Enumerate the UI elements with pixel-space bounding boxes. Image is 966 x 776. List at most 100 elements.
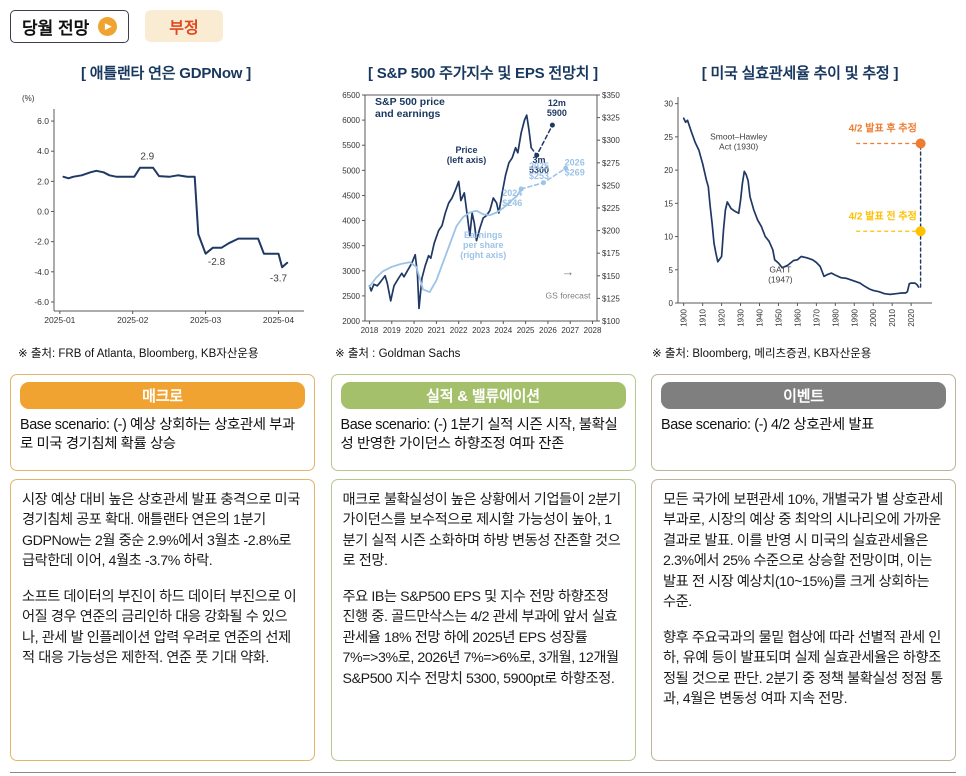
valuation-body-box: 매크로 불확실성이 높은 상황에서 기업들이 2분기 가이던스를 보수적으로 제… — [330, 479, 636, 761]
svg-text:25: 25 — [664, 133, 673, 142]
svg-text:$100: $100 — [602, 317, 620, 326]
svg-text:→: → — [562, 264, 575, 279]
svg-text:-3.7: -3.7 — [270, 274, 288, 285]
svg-text:1920: 1920 — [718, 308, 727, 326]
svg-text:-6.0: -6.0 — [34, 297, 49, 307]
svg-text:5500: 5500 — [342, 141, 360, 150]
svg-text:20: 20 — [664, 166, 673, 175]
analysis-paragraph: 시장 예상 대비 높은 상호관세 발표 충격으로 미국 경기침체 공포 확대. … — [22, 492, 300, 570]
chart-source: ※ 출처: FRB of Atlanta, Bloomberg, KB자산운용 — [18, 348, 259, 360]
svg-text:2027: 2027 — [561, 326, 579, 335]
chart-source: ※ 출처: Bloomberg, 메리츠증권, KB자산운용 — [652, 348, 872, 360]
svg-text:4/2 발표 전 추정: 4/2 발표 전 추정 — [849, 209, 917, 222]
svg-text:2025: 2025 — [517, 326, 535, 335]
svg-text:2025$253: 2025 $253 — [529, 161, 549, 181]
svg-text:2000: 2000 — [342, 317, 360, 326]
svg-text:2020: 2020 — [405, 326, 423, 335]
svg-text:2.9: 2.9 — [140, 152, 154, 163]
svg-text:(%): (%) — [22, 94, 35, 103]
macro-body-box: 시장 예상 대비 높은 상호관세 발표 충격으로 미국 경기침체 공포 확대. … — [10, 479, 315, 761]
tariff-chart-block: [ 미국 실효관세율 추이 및 추정 ] 0 5 10 15 20 25 30 1900 191… — [644, 54, 956, 361]
event-base-box: 이벤트 Base scenario: (-) 4/2 상호관세 발표 — [651, 374, 956, 471]
play-arrow-icon: ▶ — [98, 16, 118, 36]
gdpnow-chart: 6.0 4.0 2.0 0.0 -2.0 -4.0 -6.0 2025-01 2025-02 20… — [22, 94, 304, 325]
svg-text:$350: $350 — [602, 91, 620, 100]
topbar: 당월 전망 ▶ 부정 — [10, 8, 956, 44]
svg-text:-2.8: -2.8 — [208, 257, 226, 268]
sp500-chart: 2000 2500 3000 3500 4000 4500 5000 5500 6000 6500… — [342, 91, 620, 335]
svg-text:-4.0: -4.0 — [34, 267, 49, 277]
analysis-row: 매크로 Base scenario: (-) 예상 상회하는 상호관세 부과로 … — [10, 374, 956, 761]
svg-text:2024: 2024 — [494, 326, 512, 335]
svg-text:$300: $300 — [602, 136, 620, 145]
svg-text:4500: 4500 — [342, 191, 360, 200]
svg-text:1910: 1910 — [699, 308, 708, 326]
svg-text:0: 0 — [669, 299, 674, 308]
svg-text:2020: 2020 — [907, 308, 916, 326]
analysis-paragraph: 매크로 불확실성이 높은 상황에서 기업들이 2분기 가이던스를 보수적으로 제… — [342, 492, 622, 570]
analysis-paragraph: 주요 IB는 S&P500 EPS 및 지수 전망 하향조정 진행 중. 골드만… — [342, 588, 620, 687]
svg-text:2500: 2500 — [342, 292, 360, 301]
svg-text:2026: 2026 — [539, 326, 557, 335]
svg-text:2025-02: 2025-02 — [117, 315, 148, 325]
svg-text:5: 5 — [669, 266, 674, 275]
chart-title: [ 미국 실효관세율 추이 및 추정 ] — [701, 65, 899, 82]
svg-text:1970: 1970 — [812, 308, 821, 326]
svg-text:4/2 발표 후 추정: 4/2 발표 후 추정 — [849, 122, 917, 135]
tariff-chart: 0 5 10 15 20 25 30 1900 1910 1920 1930 1940 1950 1960… — [664, 97, 932, 327]
svg-text:6000: 6000 — [342, 116, 360, 125]
svg-text:2018: 2018 — [361, 326, 379, 335]
svg-text:GS forecast: GS forecast — [546, 290, 592, 300]
svg-text:1980: 1980 — [831, 308, 840, 326]
svg-text:2025-03: 2025-03 — [190, 315, 221, 325]
event-body-box: 모든 국가에 보편관세 10%, 개별국가 별 상호관세 부과로, 시장의 예상… — [651, 479, 956, 761]
svg-text:2028: 2028 — [584, 326, 602, 335]
macro-column: 매크로 Base scenario: (-) 예상 상회하는 상호관세 부과로 … — [10, 374, 315, 761]
svg-text:-2.0: -2.0 — [34, 237, 49, 247]
valuation-base-box: 실적 & 밸류에이션 Base scenario: (-) 1분기 실적 시즌 … — [330, 374, 636, 471]
svg-text:30: 30 — [664, 100, 673, 109]
svg-text:1940: 1940 — [756, 308, 765, 326]
svg-text:$200: $200 — [602, 227, 620, 236]
sentiment-badge: 부정 — [145, 10, 223, 42]
svg-text:$150: $150 — [602, 272, 620, 281]
base-scenario-text: Base scenario: (-) 1분기 실적 시즌 시작, 불확실성 반영… — [340, 417, 618, 453]
svg-text:1960: 1960 — [793, 308, 802, 326]
svg-text:15: 15 — [664, 199, 673, 208]
svg-text:2024$246: 2024 $246 — [502, 188, 522, 208]
svg-text:1900: 1900 — [680, 308, 689, 326]
svg-text:2025-04: 2025-04 — [263, 315, 294, 325]
svg-text:2010: 2010 — [888, 308, 897, 326]
svg-text:GATT(1947): GATT (1947) — [768, 264, 793, 284]
svg-text:3000: 3000 — [342, 267, 360, 276]
svg-text:$225: $225 — [602, 204, 620, 213]
svg-text:2019: 2019 — [383, 326, 401, 335]
month-outlook-tab[interactable]: 당월 전망 ▶ — [10, 9, 130, 43]
svg-text:4.0: 4.0 — [37, 146, 49, 156]
gdpnow-chart-block: [ 애틀랜타 연은 GDPNow ] 6.0 4.0 2.0 0.0 -2.0 -4.0 -… — [10, 54, 322, 361]
svg-text:2023: 2023 — [472, 326, 490, 335]
charts-row: [ 애틀랜타 연은 GDPNow ] 6.0 4.0 2.0 0.0 -2.0 -4.0 -… — [10, 54, 956, 361]
svg-text:4000: 4000 — [342, 217, 360, 226]
macro-base-box: 매크로 Base scenario: (-) 예상 상회하는 상호관세 부과로 … — [10, 374, 315, 471]
svg-text:1930: 1930 — [737, 308, 746, 326]
base-scenario-text: Base scenario: (-) 4/2 상호관세 발표 — [661, 417, 875, 433]
valuation-section-header: 실적 & 밸류에이션 — [340, 382, 626, 409]
svg-text:$125: $125 — [602, 294, 620, 303]
svg-text:$325: $325 — [602, 114, 620, 123]
svg-text:6500: 6500 — [342, 91, 360, 100]
chart-title: [ S&P 500 주가지수 및 EPS 전망치 ] — [368, 65, 598, 82]
svg-text:2000: 2000 — [869, 308, 878, 326]
svg-text:$250: $250 — [602, 181, 620, 190]
svg-text:5000: 5000 — [342, 166, 360, 175]
chart-title: [ 애틀랜타 연은 GDPNow ] — [80, 65, 252, 82]
svg-text:2.0: 2.0 — [37, 176, 49, 186]
svg-text:10: 10 — [664, 233, 673, 242]
svg-text:Price(left axis): Price (left axis) — [447, 145, 487, 165]
macro-section-header: 매크로 — [20, 382, 305, 409]
